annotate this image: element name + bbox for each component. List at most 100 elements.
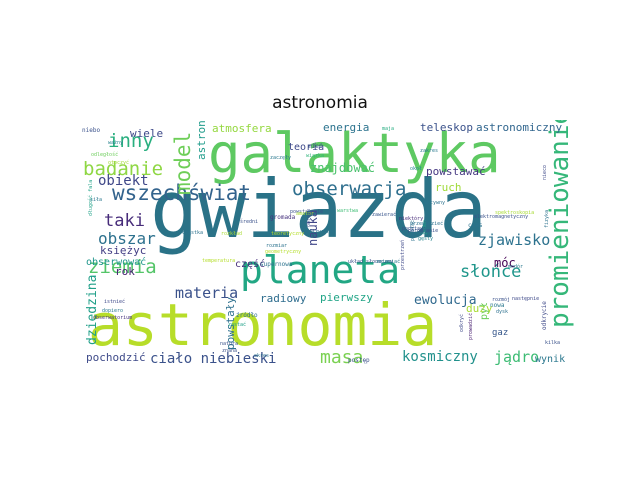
word-105: elektromagnetyczny xyxy=(474,214,528,220)
word-101: geometryczny xyxy=(265,249,301,255)
word-79: odkryć xyxy=(458,314,465,332)
word-cloud: gwiazda astronomia galaktyka planeta promien… xyxy=(80,120,576,368)
word-13: taki xyxy=(104,211,145,231)
word-93: przewidzieć xyxy=(410,220,443,227)
word-50: otoczyć xyxy=(108,159,129,166)
word-96: jeden xyxy=(422,220,428,235)
word-82: rozmój xyxy=(492,296,510,303)
word-8: inny xyxy=(108,130,154,152)
word-25: astronom xyxy=(195,120,208,160)
word-66: zmieniać xyxy=(376,258,400,265)
word-32: teoria xyxy=(288,142,324,153)
word-39: wynik xyxy=(535,354,565,365)
word-61: podstawa xyxy=(402,226,426,232)
word-80: prowadzić xyxy=(467,313,474,340)
word-49: ważny xyxy=(108,140,123,146)
word-85: modór xyxy=(508,263,523,270)
word-40: rok xyxy=(115,265,135,278)
word-17: masa xyxy=(320,347,363,368)
word-1: astronomia xyxy=(88,291,437,359)
word-77: okres xyxy=(254,353,269,359)
word-5: obserwacja xyxy=(292,178,406,200)
word-99: zaczęły xyxy=(270,155,291,161)
word-48: odległość xyxy=(91,151,118,158)
word-83: nowa xyxy=(490,302,505,309)
word-84: następnie xyxy=(512,296,539,302)
word-75: znana xyxy=(222,348,237,354)
word-7: badanie xyxy=(83,158,163,180)
word-42: księżyc xyxy=(100,244,146,257)
word-9: model xyxy=(171,132,195,195)
word-78: postęp xyxy=(348,357,370,364)
word-45: gaz xyxy=(492,328,508,338)
word-60: niektóry xyxy=(399,215,423,222)
word-100: obrazu xyxy=(306,209,312,227)
word-27: teleskop xyxy=(420,121,473,134)
word-69: cząstka xyxy=(182,230,203,236)
word-11: materia xyxy=(175,284,238,302)
word-12: obszar xyxy=(98,229,156,248)
word-6: wszechświat xyxy=(112,181,251,205)
word-38: pochodzić xyxy=(86,351,146,364)
chart-title: astronomia xyxy=(272,93,368,113)
word-28: astronomiczny xyxy=(476,121,562,134)
word-63: czas xyxy=(468,222,483,229)
word-21: ewolucja xyxy=(414,293,477,308)
word-22: pierwszy xyxy=(320,291,373,304)
word-3: planeta xyxy=(240,248,400,292)
word-41: obserwować xyxy=(86,256,146,268)
word-26: energia xyxy=(323,121,369,134)
word-76: zostać xyxy=(228,321,246,328)
word-67: temperatura xyxy=(202,258,235,264)
word-53: wiązka xyxy=(306,153,324,159)
word-57: okoł xyxy=(410,166,422,172)
word-64: supernowa xyxy=(260,261,293,268)
word-91: teoretyczny xyxy=(271,231,304,237)
word-20: jądro xyxy=(494,348,539,366)
word-0: gwiazda xyxy=(150,163,487,256)
word-68: rozkład xyxy=(221,231,242,237)
word-98: średni xyxy=(240,218,258,225)
word-71: dopiero xyxy=(102,308,123,314)
word-18: ciało niebieski xyxy=(150,351,276,367)
word-56: zakres xyxy=(420,148,438,154)
word-47: niebo xyxy=(82,127,100,134)
word-36: dziedzina xyxy=(85,275,100,345)
word-104: aktywny xyxy=(424,200,445,206)
word-87: odkrycie xyxy=(541,301,548,330)
word-81: dysk xyxy=(496,309,508,315)
word-2: galaktyka xyxy=(208,122,501,185)
word-52: siła xyxy=(90,197,102,203)
word-62: gęsty xyxy=(418,236,433,242)
word-90: powstawanie xyxy=(290,209,323,215)
word-58: warstwa xyxy=(337,208,358,214)
word-23: radiowy xyxy=(260,292,307,305)
word-37: powstały xyxy=(224,297,237,350)
word-86: kilka xyxy=(545,340,560,346)
word-107: fizyka xyxy=(544,210,550,228)
word-43: wiele xyxy=(130,127,163,140)
word-cloud-canvas: gwiazda astronomia galaktyka planeta promien… xyxy=(82,120,575,368)
word-4: promieniowanie xyxy=(545,120,575,328)
word-34: móc xyxy=(494,256,516,270)
word-97: fizyczny xyxy=(309,229,333,235)
word-92: amator xyxy=(296,211,314,217)
word-55: maja xyxy=(382,126,394,132)
word-65: układ słoneczny xyxy=(348,259,393,265)
word-24: atmosfera xyxy=(212,122,272,135)
word-15: słońce xyxy=(460,262,521,282)
word-74: natura xyxy=(220,341,238,347)
word-35: duży xyxy=(466,302,493,315)
word-19: kosmiczny xyxy=(402,349,478,365)
word-89: gromada xyxy=(270,214,296,221)
word-29: powstawać xyxy=(426,165,486,178)
word-30: ruch xyxy=(435,181,462,194)
word-46: pył xyxy=(479,302,490,320)
word-72: obserwatorium xyxy=(93,315,132,321)
word-106: spektroskopia xyxy=(495,210,534,216)
word-103: nieco xyxy=(542,165,548,180)
word-95: przestrzeń xyxy=(399,240,406,270)
word-14: ziemia xyxy=(88,256,157,278)
word-94: porównanie xyxy=(408,227,438,234)
word-16: zjawisko xyxy=(478,231,550,249)
